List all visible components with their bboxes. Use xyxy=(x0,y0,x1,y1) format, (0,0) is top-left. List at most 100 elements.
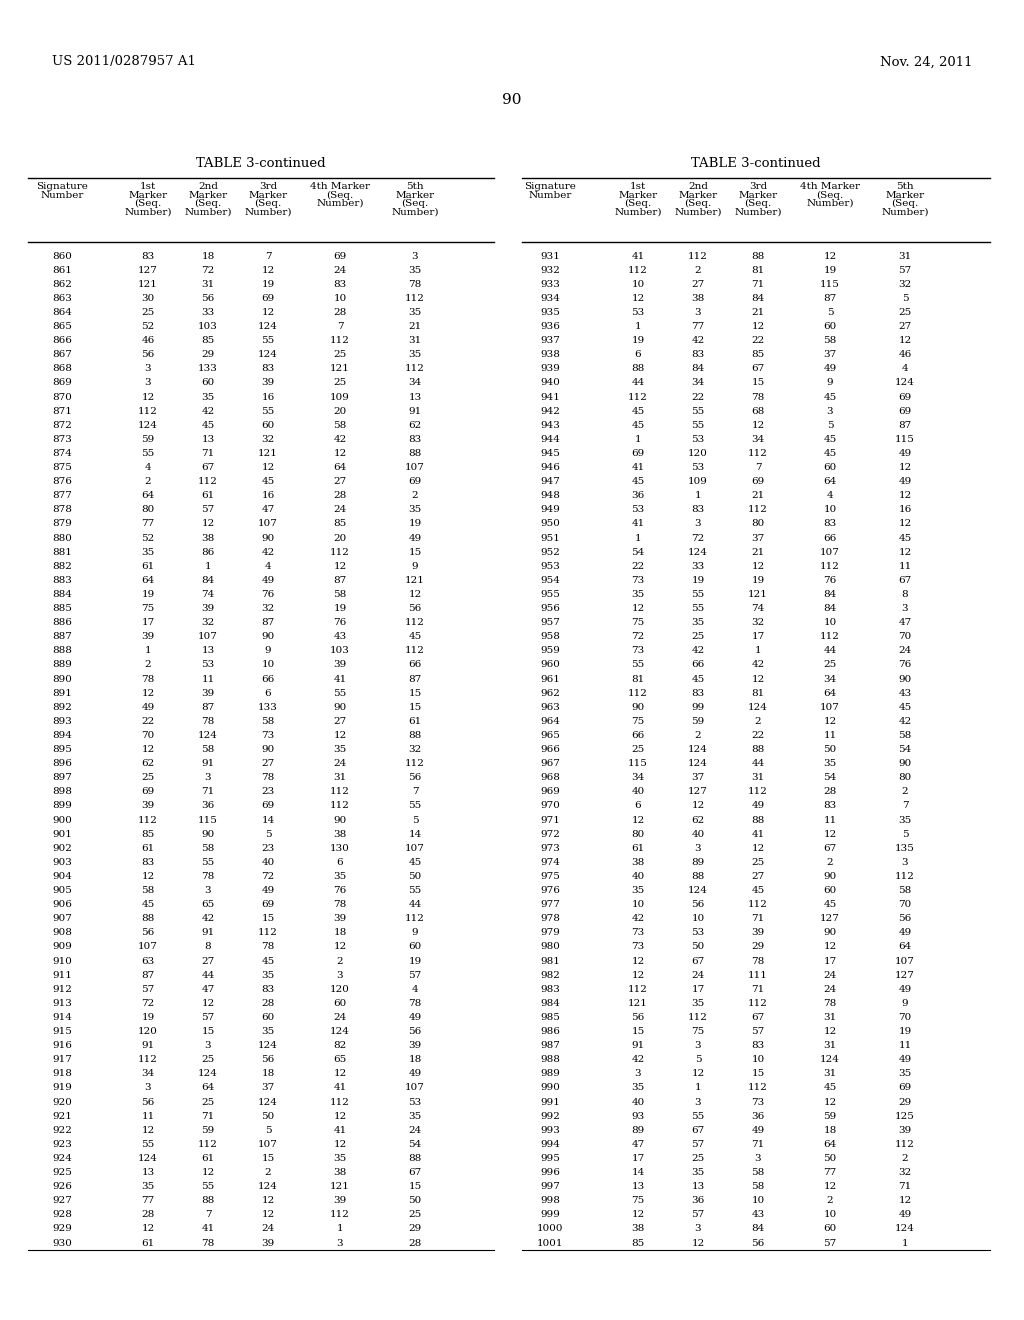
Text: 5: 5 xyxy=(264,1126,271,1135)
Text: 56: 56 xyxy=(409,1027,422,1036)
Text: 66: 66 xyxy=(632,731,645,741)
Text: 85: 85 xyxy=(334,520,347,528)
Text: 922: 922 xyxy=(52,1126,72,1135)
Text: 6: 6 xyxy=(264,689,271,698)
Text: 57: 57 xyxy=(898,265,911,275)
Text: 15: 15 xyxy=(752,379,765,388)
Text: 883: 883 xyxy=(52,576,72,585)
Text: 35: 35 xyxy=(409,1111,422,1121)
Text: 13: 13 xyxy=(202,647,215,655)
Text: 5: 5 xyxy=(902,294,908,302)
Text: 56: 56 xyxy=(898,915,911,923)
Text: 31: 31 xyxy=(823,1069,837,1078)
Text: 12: 12 xyxy=(261,1210,274,1220)
Text: 924: 924 xyxy=(52,1154,72,1163)
Text: 28: 28 xyxy=(141,1210,155,1220)
Text: 49: 49 xyxy=(898,985,911,994)
Text: 112: 112 xyxy=(138,816,158,825)
Text: 83: 83 xyxy=(261,985,274,994)
Text: 85: 85 xyxy=(632,1238,645,1247)
Text: 28: 28 xyxy=(334,491,347,500)
Text: 6: 6 xyxy=(635,801,641,810)
Text: 107: 107 xyxy=(406,843,425,853)
Text: 19: 19 xyxy=(752,576,765,585)
Text: 71: 71 xyxy=(752,280,765,289)
Text: 74: 74 xyxy=(202,590,215,599)
Text: 12: 12 xyxy=(752,322,765,331)
Text: 12: 12 xyxy=(141,744,155,754)
Text: 61: 61 xyxy=(141,1238,155,1247)
Text: 38: 38 xyxy=(632,858,645,867)
Text: 83: 83 xyxy=(823,801,837,810)
Text: 875: 875 xyxy=(52,463,72,473)
Text: 6: 6 xyxy=(635,350,641,359)
Text: 993: 993 xyxy=(540,1126,560,1135)
Text: 55: 55 xyxy=(691,407,705,416)
Text: 895: 895 xyxy=(52,744,72,754)
Text: 3: 3 xyxy=(205,774,211,783)
Text: 64: 64 xyxy=(823,1140,837,1148)
Text: 12: 12 xyxy=(752,843,765,853)
Text: 45: 45 xyxy=(823,1084,837,1093)
Text: 912: 912 xyxy=(52,985,72,994)
Text: 46: 46 xyxy=(898,350,911,359)
Text: 107: 107 xyxy=(895,957,914,965)
Text: 42: 42 xyxy=(898,717,911,726)
Text: 76: 76 xyxy=(334,618,347,627)
Text: 864: 864 xyxy=(52,308,72,317)
Text: 77: 77 xyxy=(141,520,155,528)
Text: 12: 12 xyxy=(261,463,274,473)
Text: 76: 76 xyxy=(898,660,911,669)
Text: 49: 49 xyxy=(752,801,765,810)
Text: 10: 10 xyxy=(261,660,274,669)
Text: 42: 42 xyxy=(691,647,705,655)
Text: 9: 9 xyxy=(412,562,419,570)
Text: Number: Number xyxy=(40,190,84,199)
Text: 55: 55 xyxy=(261,407,274,416)
Text: 75: 75 xyxy=(691,1027,705,1036)
Text: 961: 961 xyxy=(540,675,560,684)
Text: 54: 54 xyxy=(823,774,837,783)
Text: 112: 112 xyxy=(749,900,768,909)
Text: 64: 64 xyxy=(334,463,347,473)
Text: 53: 53 xyxy=(632,308,645,317)
Text: 31: 31 xyxy=(898,252,911,260)
Text: 107: 107 xyxy=(138,942,158,952)
Text: 112: 112 xyxy=(138,407,158,416)
Text: 18: 18 xyxy=(823,1126,837,1135)
Text: 11: 11 xyxy=(823,816,837,825)
Text: 10: 10 xyxy=(632,900,645,909)
Text: 15: 15 xyxy=(409,702,422,711)
Text: 49: 49 xyxy=(752,1126,765,1135)
Text: 3: 3 xyxy=(205,1041,211,1051)
Text: 12: 12 xyxy=(334,1140,347,1148)
Text: 25: 25 xyxy=(691,1154,705,1163)
Text: 69: 69 xyxy=(409,477,422,486)
Text: 58: 58 xyxy=(823,337,837,345)
Text: 39: 39 xyxy=(334,915,347,923)
Text: 25: 25 xyxy=(752,858,765,867)
Text: 44: 44 xyxy=(202,970,215,979)
Text: 887: 887 xyxy=(52,632,72,642)
Text: 45: 45 xyxy=(409,858,422,867)
Text: 72: 72 xyxy=(141,999,155,1008)
Text: 103: 103 xyxy=(198,322,218,331)
Text: 29: 29 xyxy=(752,942,765,952)
Text: 995: 995 xyxy=(540,1154,560,1163)
Text: 107: 107 xyxy=(820,548,840,557)
Text: 85: 85 xyxy=(141,830,155,838)
Text: TABLE 3-continued: TABLE 3-continued xyxy=(691,157,821,170)
Text: 976: 976 xyxy=(540,886,560,895)
Text: Nov. 24, 2011: Nov. 24, 2011 xyxy=(880,55,972,69)
Text: 112: 112 xyxy=(749,506,768,515)
Text: 37: 37 xyxy=(752,533,765,543)
Text: 90: 90 xyxy=(823,928,837,937)
Text: 83: 83 xyxy=(691,689,705,698)
Text: 44: 44 xyxy=(823,647,837,655)
Text: 56: 56 xyxy=(752,1238,765,1247)
Text: 999: 999 xyxy=(540,1210,560,1220)
Text: 35: 35 xyxy=(409,265,422,275)
Text: 7: 7 xyxy=(205,1210,211,1220)
Text: 1st: 1st xyxy=(140,182,156,191)
Text: 897: 897 xyxy=(52,774,72,783)
